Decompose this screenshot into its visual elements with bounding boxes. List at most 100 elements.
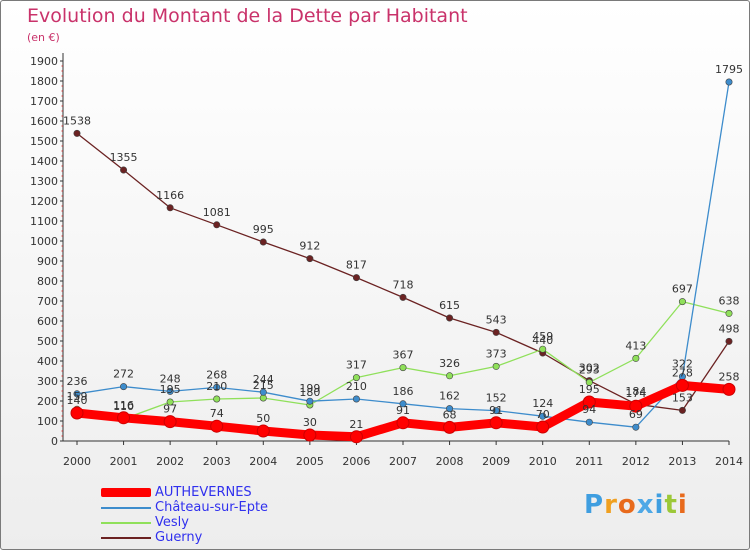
- point-chateau-sur-epte-2006: [352, 395, 360, 403]
- x-tick-label-2008: 2008: [436, 455, 464, 468]
- data-label-vesly-2014: 638: [719, 294, 740, 307]
- point-authevernes-2005: [303, 428, 317, 442]
- legend: AUTHEVERNES Château-sur-Epte Vesly Guern…: [101, 485, 401, 545]
- point-authevernes-2002: [163, 415, 177, 429]
- x-tick-label-2010: 2010: [529, 455, 557, 468]
- data-label-vesly-2004: 215: [253, 379, 274, 392]
- point-chateau-sur-epte-2011: [585, 418, 593, 426]
- data-label-chateau-sur-epte-2007: 186: [393, 385, 414, 398]
- data-label-vesly-2010: 459: [532, 330, 553, 343]
- data-label-guerny-2012: 184: [625, 385, 646, 398]
- x-tick-label-2001: 2001: [110, 455, 138, 468]
- data-label-vesly-2009: 373: [486, 347, 507, 360]
- x-tick-label-2002: 2002: [156, 455, 184, 468]
- data-label-authevernes-2001: 116: [113, 399, 134, 412]
- x-tick-label-2014: 2014: [715, 455, 743, 468]
- data-label-vesly-2005: 180: [299, 386, 320, 399]
- point-vesly-2013: [678, 298, 686, 306]
- data-label-chateau-sur-epte-2012: 69: [629, 408, 643, 421]
- legend-swatch-vesly: [101, 522, 151, 524]
- point-authevernes-2011: [582, 395, 596, 409]
- data-label-authevernes-2006: 21: [349, 418, 363, 431]
- point-chateau-sur-epte-2010: [539, 412, 547, 420]
- point-chateau-sur-epte-2001: [120, 383, 128, 391]
- point-authevernes-2004: [256, 424, 270, 438]
- point-authevernes-2012: [629, 399, 643, 413]
- data-label-vesly-2001: 110: [113, 400, 134, 413]
- logo-letter: t: [664, 490, 678, 520]
- data-label-vesly-2013: 697: [672, 283, 693, 296]
- y-tick-label-500: 500: [37, 335, 58, 348]
- legend-label-vesly: Vesly: [155, 515, 189, 530]
- point-vesly-2004: [259, 394, 267, 402]
- data-label-chateau-sur-epte-2011: 94: [582, 403, 596, 416]
- data-label-vesly-2008: 326: [439, 357, 460, 370]
- logo-letter: i: [677, 490, 688, 520]
- y-tick-label-1400: 1400: [30, 155, 58, 168]
- x-tick-label-2007: 2007: [389, 455, 417, 468]
- data-label-vesly-2011: 293: [579, 363, 600, 376]
- x-tick-label-2012: 2012: [622, 455, 650, 468]
- point-authevernes-2013: [675, 378, 689, 392]
- point-guerny-2009: [492, 328, 500, 336]
- data-label-vesly-2012: 413: [625, 339, 646, 352]
- data-label-chateau-sur-epte-2001: 272: [113, 368, 134, 381]
- data-label-chateau-sur-epte-2008: 162: [439, 390, 460, 403]
- point-chateau-sur-epte-2003: [213, 383, 221, 391]
- point-guerny-2000: [73, 129, 81, 137]
- data-label-authevernes-2011: 195: [579, 383, 600, 396]
- point-guerny-2007: [399, 293, 407, 301]
- x-tick-label-2004: 2004: [249, 455, 277, 468]
- data-label-authevernes-2012: 174: [625, 387, 646, 400]
- data-label-vesly-2007: 367: [393, 349, 414, 362]
- data-label-guerny-2014: 498: [719, 322, 740, 335]
- data-label-authevernes-2005: 30: [303, 416, 317, 429]
- point-vesly-2002: [166, 398, 174, 406]
- data-label-chateau-sur-epte-2006: 210: [346, 380, 367, 393]
- data-label-authevernes-2000: 140: [67, 394, 88, 407]
- logo-letter: x: [636, 490, 655, 520]
- point-authevernes-2009: [489, 416, 503, 430]
- data-label-authevernes-2009: 91: [489, 404, 503, 417]
- point-guerny-2001: [120, 166, 128, 174]
- point-vesly-2006: [352, 374, 360, 382]
- y-tick-label-300: 300: [37, 375, 58, 388]
- x-tick-label-2013: 2013: [668, 455, 696, 468]
- proxiti-logo: Proxiti: [584, 490, 688, 520]
- data-label-guerny-2002: 1166: [156, 189, 184, 202]
- point-guerny-2003: [213, 221, 221, 229]
- point-authevernes-2008: [443, 420, 457, 434]
- data-label-authevernes-2010: 70: [536, 408, 550, 421]
- data-label-guerny-2004: 995: [253, 223, 274, 236]
- point-vesly-2008: [446, 372, 454, 380]
- chart-title: Evolution du Montant de la Dette par Hab…: [27, 5, 468, 27]
- point-authevernes-2003: [210, 419, 224, 433]
- legend-swatch-authevernes: [101, 488, 151, 497]
- point-authevernes-2006: [349, 430, 363, 444]
- data-label-chateau-sur-epte-2010: 124: [532, 397, 553, 410]
- point-chateau-sur-epte-2009: [492, 407, 500, 415]
- point-authevernes-2010: [536, 420, 550, 434]
- data-label-chateau-sur-epte-2002: 248: [160, 372, 181, 385]
- point-guerny-2004: [259, 238, 267, 246]
- point-vesly-2009: [492, 362, 500, 370]
- point-chateau-sur-epte-2012: [632, 423, 640, 431]
- data-label-guerny-2001: 1355: [110, 151, 138, 164]
- data-label-authevernes-2014: 258: [719, 370, 740, 383]
- point-vesly-2011: [585, 378, 593, 386]
- data-label-authevernes-2013: 278: [672, 366, 693, 379]
- point-chateau-sur-epte-2005: [306, 397, 314, 405]
- data-label-chateau-sur-epte-2005: 199: [299, 382, 320, 395]
- data-label-chateau-sur-epte-2013: 322: [672, 358, 693, 371]
- y-tick-label-200: 200: [37, 395, 58, 408]
- x-tick-label-2000: 2000: [63, 455, 91, 468]
- y-tick-label-0: 0: [51, 435, 58, 448]
- point-guerny-2005: [306, 255, 314, 263]
- data-label-guerny-2013: 153: [672, 391, 693, 404]
- point-guerny-2006: [352, 274, 360, 282]
- data-label-chateau-sur-epte-2004: 244: [253, 373, 274, 386]
- data-label-guerny-2006: 817: [346, 259, 367, 272]
- data-label-vesly-2000: 159: [67, 390, 88, 403]
- y-tick-label-1100: 1100: [30, 215, 58, 228]
